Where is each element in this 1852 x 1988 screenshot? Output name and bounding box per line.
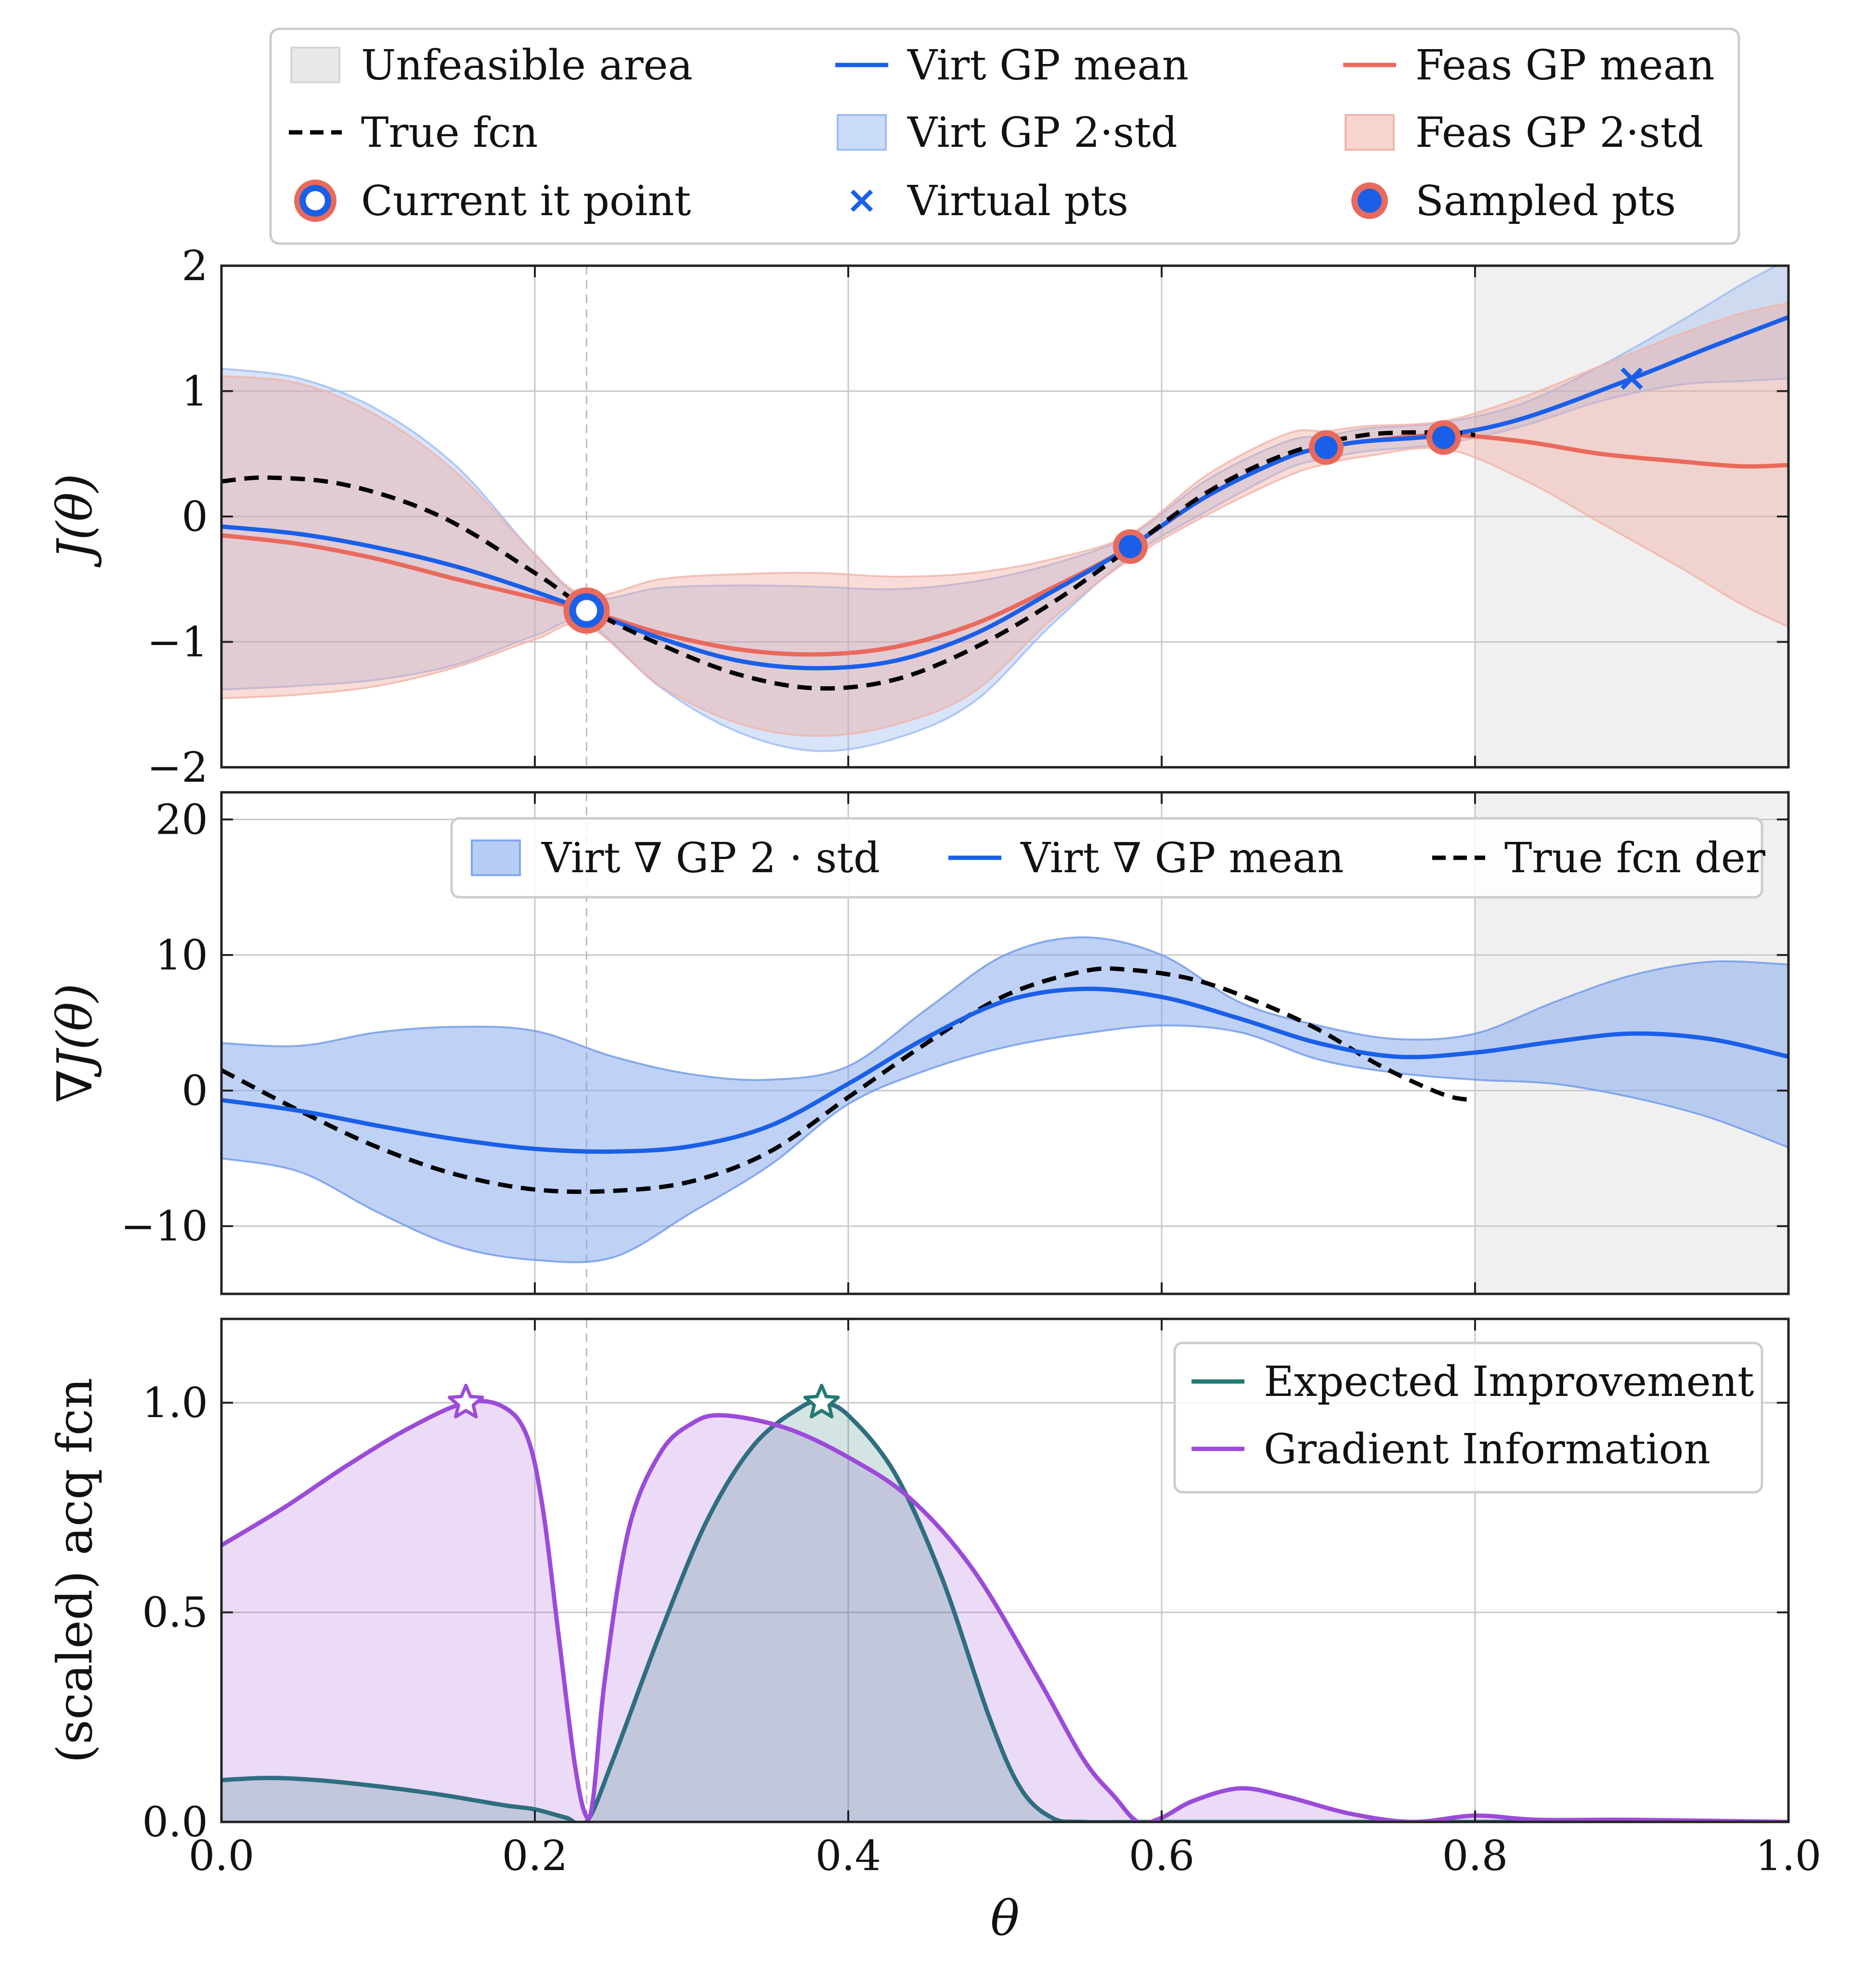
legend-mid-item-1-label: Virt ∇ GP mean bbox=[1020, 834, 1344, 882]
panel-gradient: −10 0 10 20 ∇J(θ) Virt ∇ GP 2 · std Virt ∇ GP … bbox=[47, 791, 1790, 1295]
ytick-label-0: 0.0 bbox=[142, 1798, 208, 1846]
xtick-label-1: 0.2 bbox=[502, 1832, 568, 1880]
legend-top-item-2-label: Feas GP mean bbox=[1415, 41, 1715, 90]
axes-frame bbox=[220, 1317, 1790, 1823]
legend-mid-item-0-label: Virt ∇ GP 2 · std bbox=[541, 834, 880, 882]
legend-top-item-4-label: Virt GP 2·std bbox=[907, 109, 1178, 157]
legend-top-item-0-swatch bbox=[290, 47, 340, 83]
panel-acquisition: 0.0 0.5 1.0 0.0 0.2 0.4 0.6 0.8 1.0 (scaled) acq … bbox=[47, 1317, 1822, 1947]
xtick-label-4: 0.8 bbox=[1442, 1832, 1508, 1880]
ylabel: (scaled) acq fcn bbox=[47, 1378, 103, 1763]
sampled-point-0 bbox=[1118, 535, 1142, 558]
legend-top-item-7-label: Virtual pts bbox=[907, 177, 1128, 225]
true-fcn-line bbox=[221, 430, 1476, 691]
maximum-star-0 bbox=[448, 1383, 484, 1419]
legend-top-item-8-dot bbox=[1358, 189, 1382, 213]
ytick-label-3: 20 bbox=[155, 796, 208, 844]
ytick-label-2: 10 bbox=[155, 931, 208, 980]
virtual-point-0 bbox=[1620, 367, 1643, 390]
legend-top-item-1-label: Virt GP mean bbox=[907, 41, 1189, 90]
ytick-label-3: 1 bbox=[181, 368, 208, 416]
gradient-information-area bbox=[221, 1401, 1788, 1822]
ytick-label-2: 1.0 bbox=[142, 1379, 208, 1427]
xtick-label-0: 0.0 bbox=[189, 1832, 255, 1880]
ytick-label-0: −10 bbox=[121, 1202, 208, 1251]
legend-top: Unfeasible area Virt GP mean Feas GP mean T… bbox=[269, 27, 1740, 245]
ytick-label-1: 0.5 bbox=[142, 1589, 208, 1637]
axes-frame bbox=[220, 791, 1790, 1295]
expected-improvement-line bbox=[221, 1399, 1788, 1822]
ytick-label-1: 0 bbox=[181, 1067, 208, 1115]
virt-grad-gp-band bbox=[221, 936, 1788, 1264]
virt-grad-gp-mean-line bbox=[221, 986, 1788, 1154]
legend-bot-item-1-label: Gradient Information bbox=[1264, 1425, 1710, 1473]
gradient-information-line bbox=[221, 1399, 1788, 1822]
feas-gp-mean-line bbox=[221, 433, 1788, 657]
xlabel: θ bbox=[990, 1890, 1019, 1947]
panel-objective: −2 −1 0 1 2 J(θ) bbox=[47, 242, 1790, 792]
ytick-label-4: 2 bbox=[181, 242, 208, 290]
true-fcn-der-line bbox=[221, 966, 1476, 1194]
maximum-star-1 bbox=[803, 1383, 840, 1419]
sampled-point-1 bbox=[1314, 436, 1338, 459]
legend-top-item-8-label: Sampled pts bbox=[1415, 177, 1676, 225]
xtick-label-3: 0.6 bbox=[1129, 1832, 1195, 1880]
legend-mid-item-0-swatch bbox=[471, 839, 521, 876]
ylabel: ∇J(θ) bbox=[47, 983, 103, 1103]
virt-gp-band bbox=[221, 266, 1788, 752]
legend-top-item-5-label: Feas GP 2·std bbox=[1415, 109, 1703, 157]
ytick-label-2: 0 bbox=[181, 493, 208, 541]
plot-area bbox=[221, 266, 1788, 767]
legend-bot-item-0-label: Expected Improvement bbox=[1264, 1358, 1754, 1406]
legend-top-item-3-label: True fcn bbox=[361, 109, 538, 157]
legend-mid-frame bbox=[450, 817, 1763, 899]
legend-top-item-5-swatch bbox=[1345, 114, 1395, 151]
legend-top-item-4-swatch bbox=[837, 114, 887, 151]
current-point-inner bbox=[576, 600, 597, 621]
legend-bot-frame bbox=[1173, 1342, 1763, 1494]
legend-top-item-0-label: Unfeasible area bbox=[361, 41, 693, 90]
legend-top-item-6-label: Current it point bbox=[361, 177, 691, 225]
virt-gp-mean-line bbox=[221, 315, 1788, 671]
legend-mid-item-2-label: True fcn der bbox=[1504, 834, 1766, 882]
ytick-label-0: −2 bbox=[147, 744, 208, 792]
ytick-label-1: −1 bbox=[147, 619, 208, 667]
xtick-label-5: 1.0 bbox=[1756, 1832, 1822, 1880]
legend-top-item-7-cross bbox=[850, 189, 873, 212]
legend-top-item-6-ring-inner bbox=[306, 191, 325, 210]
sampled-point-2 bbox=[1432, 426, 1455, 449]
ylabel: J(θ) bbox=[47, 474, 103, 568]
xtick-label-2: 0.4 bbox=[816, 1832, 881, 1880]
